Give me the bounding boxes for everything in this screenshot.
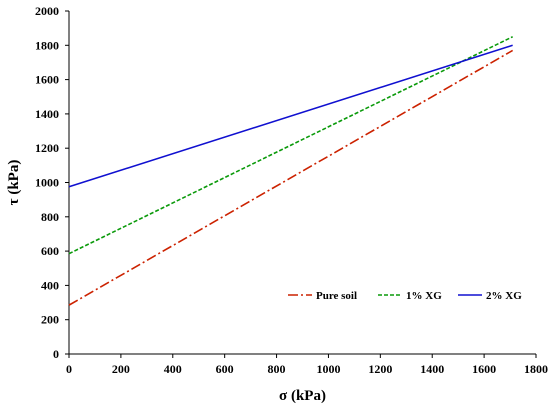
y-tick-label: 1200: [35, 141, 59, 155]
x-tick-label: 1800: [524, 362, 548, 376]
series-line-3: [68, 44, 513, 188]
x-tick-label: 600: [216, 362, 234, 376]
y-tick-label: 1000: [35, 176, 59, 190]
y-tick-label: 200: [41, 313, 59, 327]
y-tick-label: 0: [53, 347, 59, 361]
x-axis-title: σ (kPa): [279, 388, 326, 404]
series-line-1: [68, 49, 514, 306]
y-tick-label: 600: [41, 244, 59, 258]
y-tick-label: 1800: [35, 38, 59, 52]
x-tick-label: 200: [112, 362, 130, 376]
y-tick-label: 800: [41, 210, 59, 224]
legend-label: Pure soil: [316, 290, 357, 302]
y-axis-title: τ (kPa): [6, 160, 22, 206]
y-tick-label: 1600: [35, 73, 59, 87]
y-tick-label: 2000: [35, 4, 59, 18]
x-tick-label: 1200: [368, 362, 392, 376]
legend-label: 1% XG: [406, 290, 442, 302]
x-tick-label: 1600: [472, 362, 496, 376]
legend-label: 2% XG: [486, 290, 522, 302]
x-tick-label: 1400: [420, 362, 444, 376]
series-layer: [68, 36, 514, 306]
y-tick-label: 400: [41, 278, 59, 292]
axes: 0 200 400 600 800 1000 1200 1400 1600 1800 0 200 400…: [35, 4, 548, 376]
legend: Pure soil 1% XG 2% XG: [288, 290, 522, 302]
x-tick-label: 800: [268, 362, 286, 376]
y-tick-label: 1400: [35, 107, 59, 121]
x-tick-label: 0: [66, 362, 72, 376]
series-line-2: [68, 36, 514, 255]
x-tick-label: 1000: [316, 362, 340, 376]
x-tick-label: 400: [164, 362, 182, 376]
